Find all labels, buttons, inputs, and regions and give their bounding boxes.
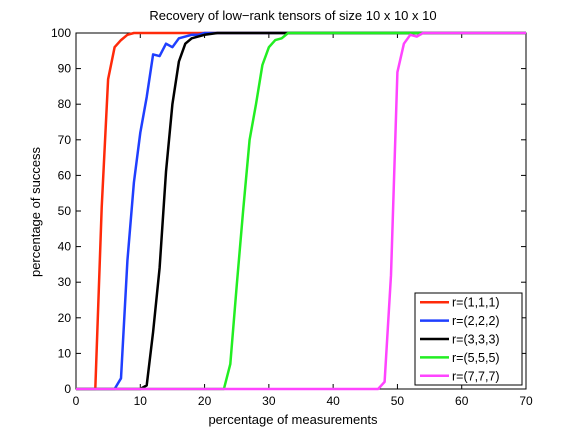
chart-title: Recovery of low−rank tensors of size 10 … — [149, 8, 436, 23]
axis-ticks: 0 10 20 30 40 50 60 70 0 10 20 30 40 50 60 70 80 90 100 — [51, 26, 533, 408]
y-tick-label: 20 — [58, 311, 72, 325]
y-tick-label: 90 — [58, 62, 72, 76]
legend-label: r=(2,2,2) — [452, 314, 500, 328]
legend-label: r=(5,5,5) — [452, 351, 500, 365]
y-tick-label: 60 — [58, 168, 72, 182]
y-tick-label: 80 — [58, 97, 72, 111]
x-tick-label: 60 — [455, 394, 469, 408]
x-tick-label: 10 — [134, 394, 148, 408]
series-layer — [76, 31, 526, 391]
series-line-5 — [76, 31, 526, 391]
y-tick-label: 10 — [58, 346, 72, 360]
y-tick-label: 30 — [58, 275, 72, 289]
y-tick-label: 50 — [58, 204, 72, 218]
y-tick-label: 40 — [58, 240, 72, 254]
y-axis-label: percentage of success — [28, 146, 43, 277]
legend-label: r=(3,3,3) — [452, 333, 500, 347]
legend-label: r=(7,7,7) — [452, 369, 500, 383]
series-line-3 — [76, 31, 526, 391]
y-tick-label: 0 — [64, 382, 71, 396]
x-tick-label: 0 — [73, 394, 80, 408]
series-line-4 — [76, 31, 526, 391]
series-line-2 — [76, 31, 526, 391]
x-tick-label: 50 — [391, 394, 405, 408]
y-tick-label: 100 — [51, 26, 71, 40]
series-line-1 — [76, 31, 526, 391]
x-tick-label: 30 — [262, 394, 276, 408]
x-tick-label: 70 — [519, 394, 533, 408]
x-tick-label: 40 — [326, 394, 340, 408]
y-tick-label: 70 — [58, 133, 72, 147]
x-tick-label: 20 — [198, 394, 212, 408]
legend-label: r=(1,1,1) — [452, 296, 500, 310]
legend: r=(1,1,1) r=(2,2,2) r=(3,3,3) r=(5,5,5) r=(7… — [414, 292, 523, 386]
x-axis-label: percentage of measurements — [208, 412, 378, 427]
